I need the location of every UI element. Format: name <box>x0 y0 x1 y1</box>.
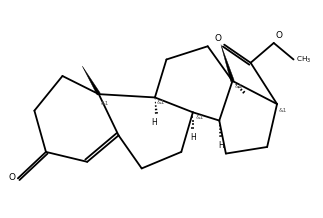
Polygon shape <box>221 45 234 82</box>
Text: H: H <box>151 118 157 127</box>
Text: CH$_3$: CH$_3$ <box>296 55 311 65</box>
Text: O: O <box>214 34 222 43</box>
Text: &1: &1 <box>195 115 204 120</box>
Text: O: O <box>8 173 15 182</box>
Text: &1: &1 <box>101 101 109 106</box>
Text: &1: &1 <box>279 108 287 113</box>
Polygon shape <box>82 66 100 95</box>
Text: &1: &1 <box>157 100 165 105</box>
Text: H: H <box>218 141 224 150</box>
Text: &1: &1 <box>234 84 243 89</box>
Text: O: O <box>275 31 282 40</box>
Text: H: H <box>190 133 196 142</box>
